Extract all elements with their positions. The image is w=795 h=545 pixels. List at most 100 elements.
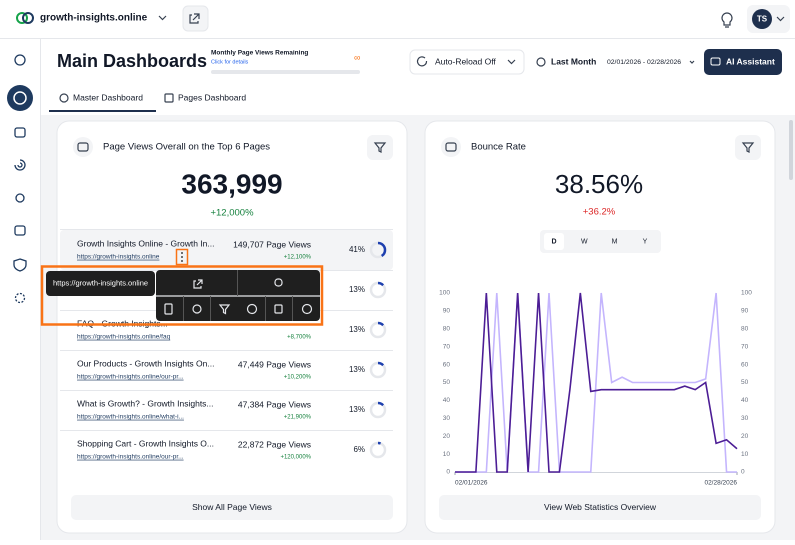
page-row[interactable]: What is Growth? - Growth Insights... http… xyxy=(60,398,393,431)
y2-tick-label: 0 xyxy=(741,469,745,476)
tips-button[interactable] xyxy=(721,12,733,28)
ai-assistant-button[interactable]: AI Assistant xyxy=(704,49,782,75)
share-ring xyxy=(369,361,387,379)
y2-tick-label: 10 xyxy=(741,451,749,458)
filter-action[interactable] xyxy=(218,304,231,315)
page-url[interactable]: https://growth-insights.online/our-pr... xyxy=(77,454,184,461)
period-option[interactable]: M xyxy=(612,238,618,245)
y2-tick-label: 60 xyxy=(741,361,749,368)
filter-button[interactable] xyxy=(367,135,393,160)
user-action[interactable] xyxy=(301,303,313,315)
dot xyxy=(181,260,183,262)
web-stats-button[interactable]: View Web Statistics Overview xyxy=(439,495,761,520)
page-change: +10,200% xyxy=(284,375,312,381)
date-range-selector[interactable]: 02/01/2026 - 02/28/2026 xyxy=(607,59,695,66)
page-url[interactable]: https://growth-insights.online/our-pr... xyxy=(77,374,184,381)
filter-button[interactable] xyxy=(735,135,761,160)
page-row[interactable]: Our Products - Growth Insights On... http… xyxy=(60,358,393,391)
site-selector[interactable]: growth-insights.online xyxy=(16,12,167,24)
page-row[interactable]: Shopping Cart - Growth Insights O... http… xyxy=(77,438,387,461)
page-share: 13% xyxy=(349,365,365,374)
nav-security[interactable] xyxy=(13,258,27,272)
y2-tick-label: 40 xyxy=(741,397,749,404)
y-tick-label: 30 xyxy=(443,415,451,422)
page-change: +120,000% xyxy=(280,455,311,461)
page-views: 47,384 Page Views xyxy=(238,399,311,409)
button-label: View Web Statistics Overview xyxy=(544,502,657,512)
tab-icon xyxy=(164,93,174,103)
button-bg xyxy=(735,135,761,160)
button-bg xyxy=(182,5,209,32)
page-url[interactable]: https://growth-insights.online/faq xyxy=(77,334,171,341)
copy-action[interactable] xyxy=(274,278,283,287)
y2-tick-label: 80 xyxy=(741,326,749,333)
show-all-button[interactable]: Show All Page Views xyxy=(71,495,393,520)
card-title: Bounce Rate xyxy=(471,142,526,153)
x-tick-label: 02/28/2026 xyxy=(704,480,737,487)
open-link-action[interactable] xyxy=(193,279,203,289)
period-label: Last Month xyxy=(551,56,596,66)
chat-icon xyxy=(710,57,721,66)
nav-collapse[interactable] xyxy=(14,54,26,66)
chevron xyxy=(507,59,516,65)
page-change: +21,900% xyxy=(284,415,312,421)
auto-reload-button[interactable]: Auto-Reload Off xyxy=(409,49,525,75)
external-icon xyxy=(189,13,200,24)
date-range: 02/01/2026 - 02/28/2026 xyxy=(607,59,681,66)
web-action[interactable] xyxy=(246,303,258,315)
filter-icon xyxy=(741,142,755,153)
share-ring xyxy=(369,281,387,299)
row-action-menu: https://growth-insights.online xyxy=(40,265,324,326)
page-url[interactable]: https://growth-insights.online xyxy=(77,254,160,261)
bulb-icon xyxy=(721,12,733,28)
nav-seo[interactable] xyxy=(15,193,25,203)
site-logo xyxy=(22,12,34,24)
ai-assistant-label: AI Assistant xyxy=(726,56,775,66)
period-option[interactable]: Y xyxy=(643,238,648,245)
page-title: What is Growth? - Growth Insights... xyxy=(77,398,214,408)
seo-action[interactable] xyxy=(192,304,202,314)
dot xyxy=(181,256,183,258)
nav-dashboard[interactable] xyxy=(13,91,27,105)
sidebar xyxy=(7,54,33,304)
button-bg xyxy=(439,495,761,520)
y-tick-label: 100 xyxy=(439,290,450,297)
tab-master[interactable]: Master Dashboard xyxy=(49,92,156,112)
period-option[interactable]: D xyxy=(551,238,556,245)
scrollbar xyxy=(789,120,793,180)
nav-messages[interactable] xyxy=(14,225,26,236)
period-option[interactable]: W xyxy=(581,238,588,245)
tab-label: Master Dashboard xyxy=(73,92,143,102)
row-menu-button[interactable] xyxy=(175,248,189,266)
page-action[interactable] xyxy=(164,303,173,315)
video-action[interactable] xyxy=(274,304,283,314)
clock-icon xyxy=(536,57,546,67)
page-url[interactable]: https://growth-insights.online/what-i... xyxy=(77,414,184,421)
quota-link[interactable]: Click for details xyxy=(211,59,249,65)
nav-settings[interactable] xyxy=(14,292,26,304)
page-share: 13% xyxy=(349,405,365,414)
account-menu[interactable]: TS xyxy=(747,5,790,33)
chevron xyxy=(689,60,695,64)
row-highlight xyxy=(60,230,393,270)
page-views: 149,707 Page Views xyxy=(233,239,311,249)
tab-pages[interactable]: Pages Dashboard xyxy=(164,92,246,103)
bounce-value: 38.56% xyxy=(555,169,643,199)
quota-value: ∞ xyxy=(354,52,360,62)
y2-tick-label: 30 xyxy=(741,415,749,422)
period-selector[interactable]: Last Month xyxy=(536,56,596,67)
y-tick-label: 70 xyxy=(443,343,451,350)
dot xyxy=(181,252,183,254)
bounce-chart: 0 10 20 30 40 50 60 70 80 90 100 0 10 20 30 40 50 60 70 80 9… xyxy=(439,290,752,487)
y2-tick-label: 100 xyxy=(741,290,752,297)
share-ring xyxy=(369,401,387,419)
button-bg xyxy=(367,135,393,160)
y2-tick-label: 70 xyxy=(741,343,749,350)
x-tick-label: 02/01/2026 xyxy=(455,480,488,487)
y2-tick-label: 50 xyxy=(741,379,749,386)
avatar xyxy=(752,9,772,29)
nav-traffic[interactable] xyxy=(14,159,26,171)
nav-shop[interactable] xyxy=(14,127,26,138)
open-site-button[interactable] xyxy=(182,5,209,32)
